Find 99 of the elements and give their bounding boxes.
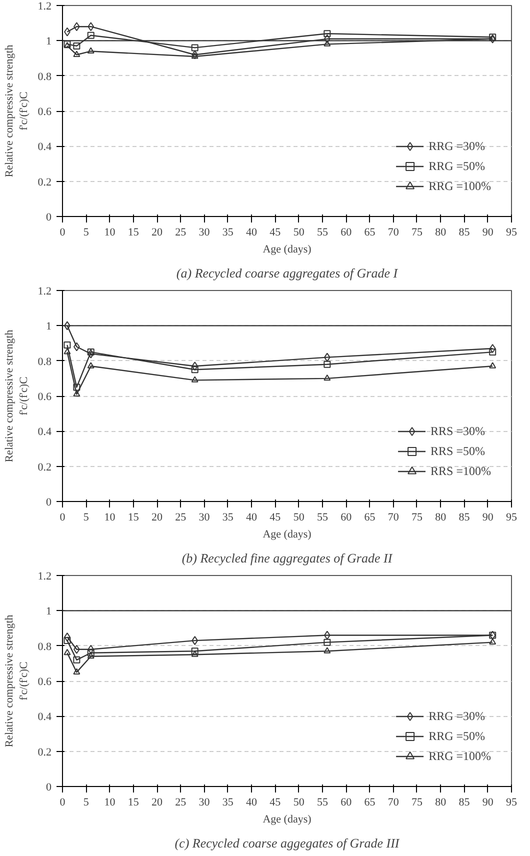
x-tick-label: 75 xyxy=(411,796,423,808)
x-tick-label: 60 xyxy=(340,512,352,524)
y-tick-label: 0.6 xyxy=(38,106,52,118)
x-tick-label: 65 xyxy=(364,796,376,808)
x-tick-label: 30 xyxy=(198,512,210,524)
y-tick-label: 0 xyxy=(46,496,52,508)
legend-label: RRG =100% xyxy=(428,748,491,764)
y-tick-label: 0.8 xyxy=(38,640,52,653)
text: (b) Recycled fine aggregates of Grade II xyxy=(182,550,393,566)
x-tick-label: 0 xyxy=(60,796,66,808)
y-tick-label: 1.2 xyxy=(38,570,52,582)
y-tick-label: 1.2 xyxy=(38,0,52,12)
y-tick-label: 0.4 xyxy=(38,426,52,438)
x-tick-label: 70 xyxy=(388,226,400,238)
x-tick-label: 95 xyxy=(506,512,518,524)
y-tick-label: 0.8 xyxy=(38,70,52,83)
x-tick-label: 55 xyxy=(316,796,328,808)
legend-label: RRG =50% xyxy=(428,158,485,174)
x-tick-label: 45 xyxy=(270,512,282,524)
x-tick-label: 50 xyxy=(293,512,305,524)
legend-label: RRS =30% xyxy=(430,424,485,438)
x-tick-label: 10 xyxy=(104,796,116,808)
x-tick-label: 0 xyxy=(60,226,66,238)
x-tick-label: 60 xyxy=(340,226,352,238)
x-tick-label: 35 xyxy=(222,796,234,808)
legend-label: RRG =100% xyxy=(428,178,491,194)
x-tick-label: 10 xyxy=(104,512,116,524)
x-tick-label: 80 xyxy=(435,796,447,808)
x-tick-label: 20 xyxy=(152,512,164,524)
legend-label: RRG =30% xyxy=(428,708,485,724)
x-tick-label: 40 xyxy=(246,796,258,808)
x-tick-label: 80 xyxy=(435,226,447,238)
x-tick-label: 70 xyxy=(388,796,400,808)
x-tick-label: 90 xyxy=(482,512,494,524)
x-tick-label: 85 xyxy=(458,796,470,808)
y-tick-label: 1 xyxy=(46,606,52,618)
x-tick-label: 10 xyxy=(104,226,116,238)
x-tick-label: 85 xyxy=(458,512,470,524)
legend-label: RRG =50% xyxy=(428,728,485,744)
x-tick-label: 20 xyxy=(152,796,164,808)
y-tick-label: 0.6 xyxy=(38,391,52,403)
x-axis-title: Age (days) xyxy=(262,814,312,826)
x-tick-label: 60 xyxy=(340,796,352,808)
x-tick-label: 75 xyxy=(411,226,423,238)
x-tick-label: 35 xyxy=(222,512,234,524)
x-tick-label: 30 xyxy=(198,796,210,808)
x-tick-label: 45 xyxy=(270,796,282,808)
x-axis-title: Age (days) xyxy=(262,528,312,540)
x-tick-label: 80 xyxy=(435,512,447,524)
text: (a) Recycled coarse aggregates of Grade I xyxy=(176,266,398,280)
y-tick-label: 0 xyxy=(46,212,52,224)
x-tick-label: 25 xyxy=(175,512,187,524)
x-tick-label: 0 xyxy=(60,512,66,524)
y-axis-title: Relative compressive strength f'c/(f'c)C xyxy=(3,44,30,178)
x-tick-label: 25 xyxy=(175,796,187,808)
x-tick-label: 55 xyxy=(316,226,328,238)
x-tick-label: 15 xyxy=(128,226,140,238)
x-tick-label: 90 xyxy=(482,226,494,238)
x-tick-label: 95 xyxy=(506,796,518,808)
x-tick-label: 90 xyxy=(482,796,494,808)
legend-label: RRS =100% xyxy=(430,464,491,478)
x-tick-label: 65 xyxy=(364,226,376,238)
x-tick-label: 55 xyxy=(316,512,328,524)
x-tick-label: 65 xyxy=(364,512,376,524)
x-tick-label: 40 xyxy=(246,226,258,238)
x-tick-label: 15 xyxy=(128,512,140,524)
x-tick-label: 15 xyxy=(128,796,140,808)
x-tick-label: 35 xyxy=(222,226,234,238)
x-tick-label: 95 xyxy=(506,226,518,238)
x-tick-label: 5 xyxy=(83,512,90,524)
x-tick-label: 50 xyxy=(293,226,305,238)
y-tick-label: 0.4 xyxy=(38,711,52,724)
y-tick-label: 0.4 xyxy=(38,141,52,154)
x-tick-label: 50 xyxy=(293,796,305,808)
legend-label: RRG =30% xyxy=(428,138,485,154)
x-axis-title: Age (days) xyxy=(262,244,312,256)
y-axis-title: Relative compressive strength f'c/(f'c)C xyxy=(3,614,30,748)
x-tick-label: 20 xyxy=(152,226,164,238)
x-tick-label: 40 xyxy=(246,512,258,524)
x-tick-label: 75 xyxy=(411,512,423,524)
x-tick-label: 25 xyxy=(175,226,187,238)
x-tick-label: 5 xyxy=(83,796,90,808)
x-tick-label: 45 xyxy=(270,226,282,238)
x-tick-label: 85 xyxy=(458,226,470,238)
y-tick-label: 1 xyxy=(46,320,52,333)
y-tick-label: 1.2 xyxy=(38,286,52,298)
legend-label: RRS =50% xyxy=(430,444,485,458)
y-tick-label: 0.2 xyxy=(38,746,52,758)
y-tick-label: 0.2 xyxy=(38,461,52,474)
y-tick-label: 0.6 xyxy=(38,676,52,688)
y-tick-label: 0.8 xyxy=(38,356,52,368)
y-axis-title: Relative compressive strength f'c/(f'c)C xyxy=(3,329,30,462)
y-tick-label: 0 xyxy=(46,782,52,794)
x-tick-label: 70 xyxy=(388,512,400,524)
y-tick-label: 1 xyxy=(46,36,52,48)
x-tick-label: 5 xyxy=(83,226,90,238)
x-tick-label: 30 xyxy=(198,226,210,238)
text: (c) Recycled coarse aggegates of Grade III xyxy=(174,836,400,850)
y-tick-label: 0.2 xyxy=(38,176,52,188)
